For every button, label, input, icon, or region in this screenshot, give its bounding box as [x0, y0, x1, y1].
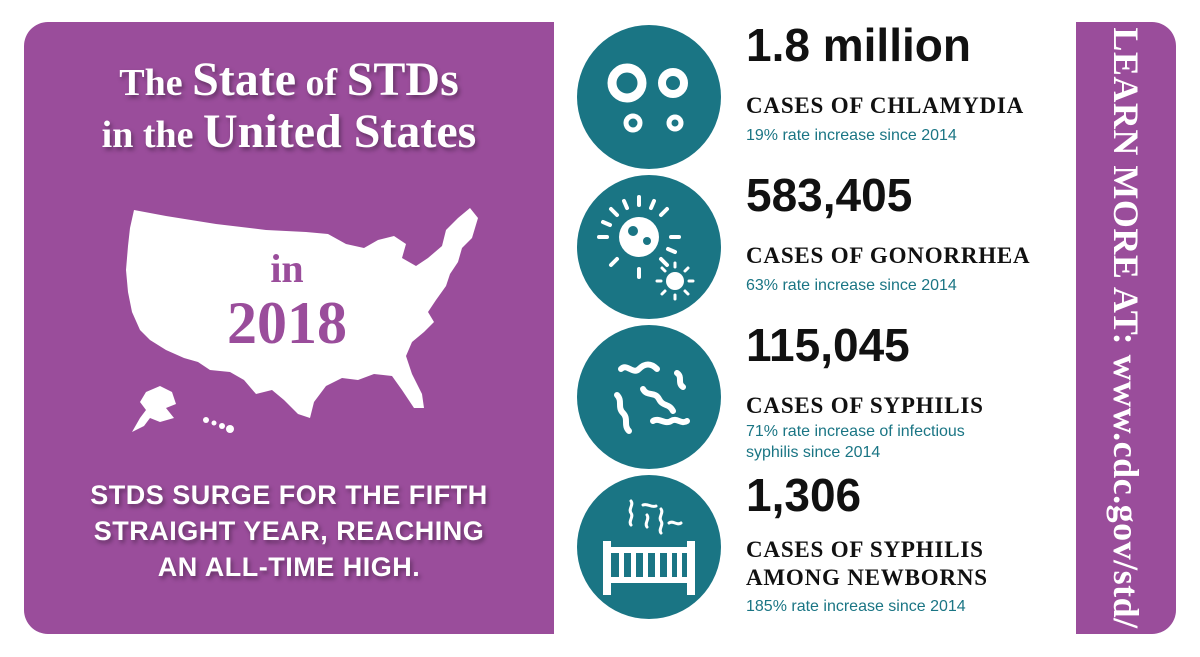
- stat-chlamydia: 1.8 million CASES OF CHLAMYDIA 19% rate …: [554, 22, 1076, 172]
- stat-newborn-syphilis: 1,306 CASES OF SYPHILIS AMONG NEWBORNS 1…: [554, 469, 1076, 622]
- stat-label: CASES OF GONORRHEA: [746, 243, 1031, 268]
- stat-note: 63% rate increase since 2014: [746, 277, 957, 294]
- learn-more-link[interactable]: LEARN MORE AT: www.cdc.gov/std/: [1106, 27, 1146, 629]
- stat-label: CASES OF SYPHILIS: [746, 393, 984, 418]
- stat-note-line-2: syphilis since 2014: [746, 444, 881, 461]
- stat-note: 19% rate increase since 2014: [746, 127, 957, 144]
- stat-number: 583,405: [746, 169, 913, 221]
- chlamydia-icon: [577, 25, 721, 169]
- stat-number: 1.8 million: [746, 22, 971, 71]
- stat-note: 185% rate increase since 2014: [746, 598, 966, 615]
- us-map-icon: [126, 208, 478, 433]
- page-title: The State of STDs in the United States: [101, 53, 477, 158]
- gonorrhea-icon: [577, 175, 721, 319]
- stat-label-line-2: AMONG NEWBORNS: [746, 565, 988, 590]
- learn-more-panel: LEARN MORE AT: www.cdc.gov/std/: [1076, 22, 1176, 634]
- infographic-card: The State of STDs in the United States i…: [24, 22, 1176, 634]
- stat-label: CASES OF CHLAMYDIA: [746, 93, 1025, 118]
- crib-icon: [577, 475, 721, 619]
- stat-label-line-1: CASES OF SYPHILIS: [746, 537, 984, 562]
- syphilis-icon: [577, 325, 721, 469]
- surge-headline: STDS SURGE FOR THE FIFTH STRAIGHT YEAR, …: [90, 480, 488, 582]
- stat-number: 115,045: [746, 319, 910, 371]
- stat-gonorrhea: 583,405 CASES OF GONORRHEA 63% rate incr…: [554, 169, 1076, 322]
- left-panel: The State of STDs in the United States i…: [24, 22, 554, 634]
- year-label: in 2018: [227, 246, 347, 356]
- stat-note-line-1: 71% rate increase of infectious: [746, 423, 965, 440]
- stats-panel: 1.8 million CASES OF CHLAMYDIA 19% rate …: [554, 22, 1076, 634]
- stat-number: 1,306: [746, 469, 862, 521]
- stat-syphilis: 115,045 CASES OF SYPHILIS 71% rate incre…: [554, 319, 1076, 472]
